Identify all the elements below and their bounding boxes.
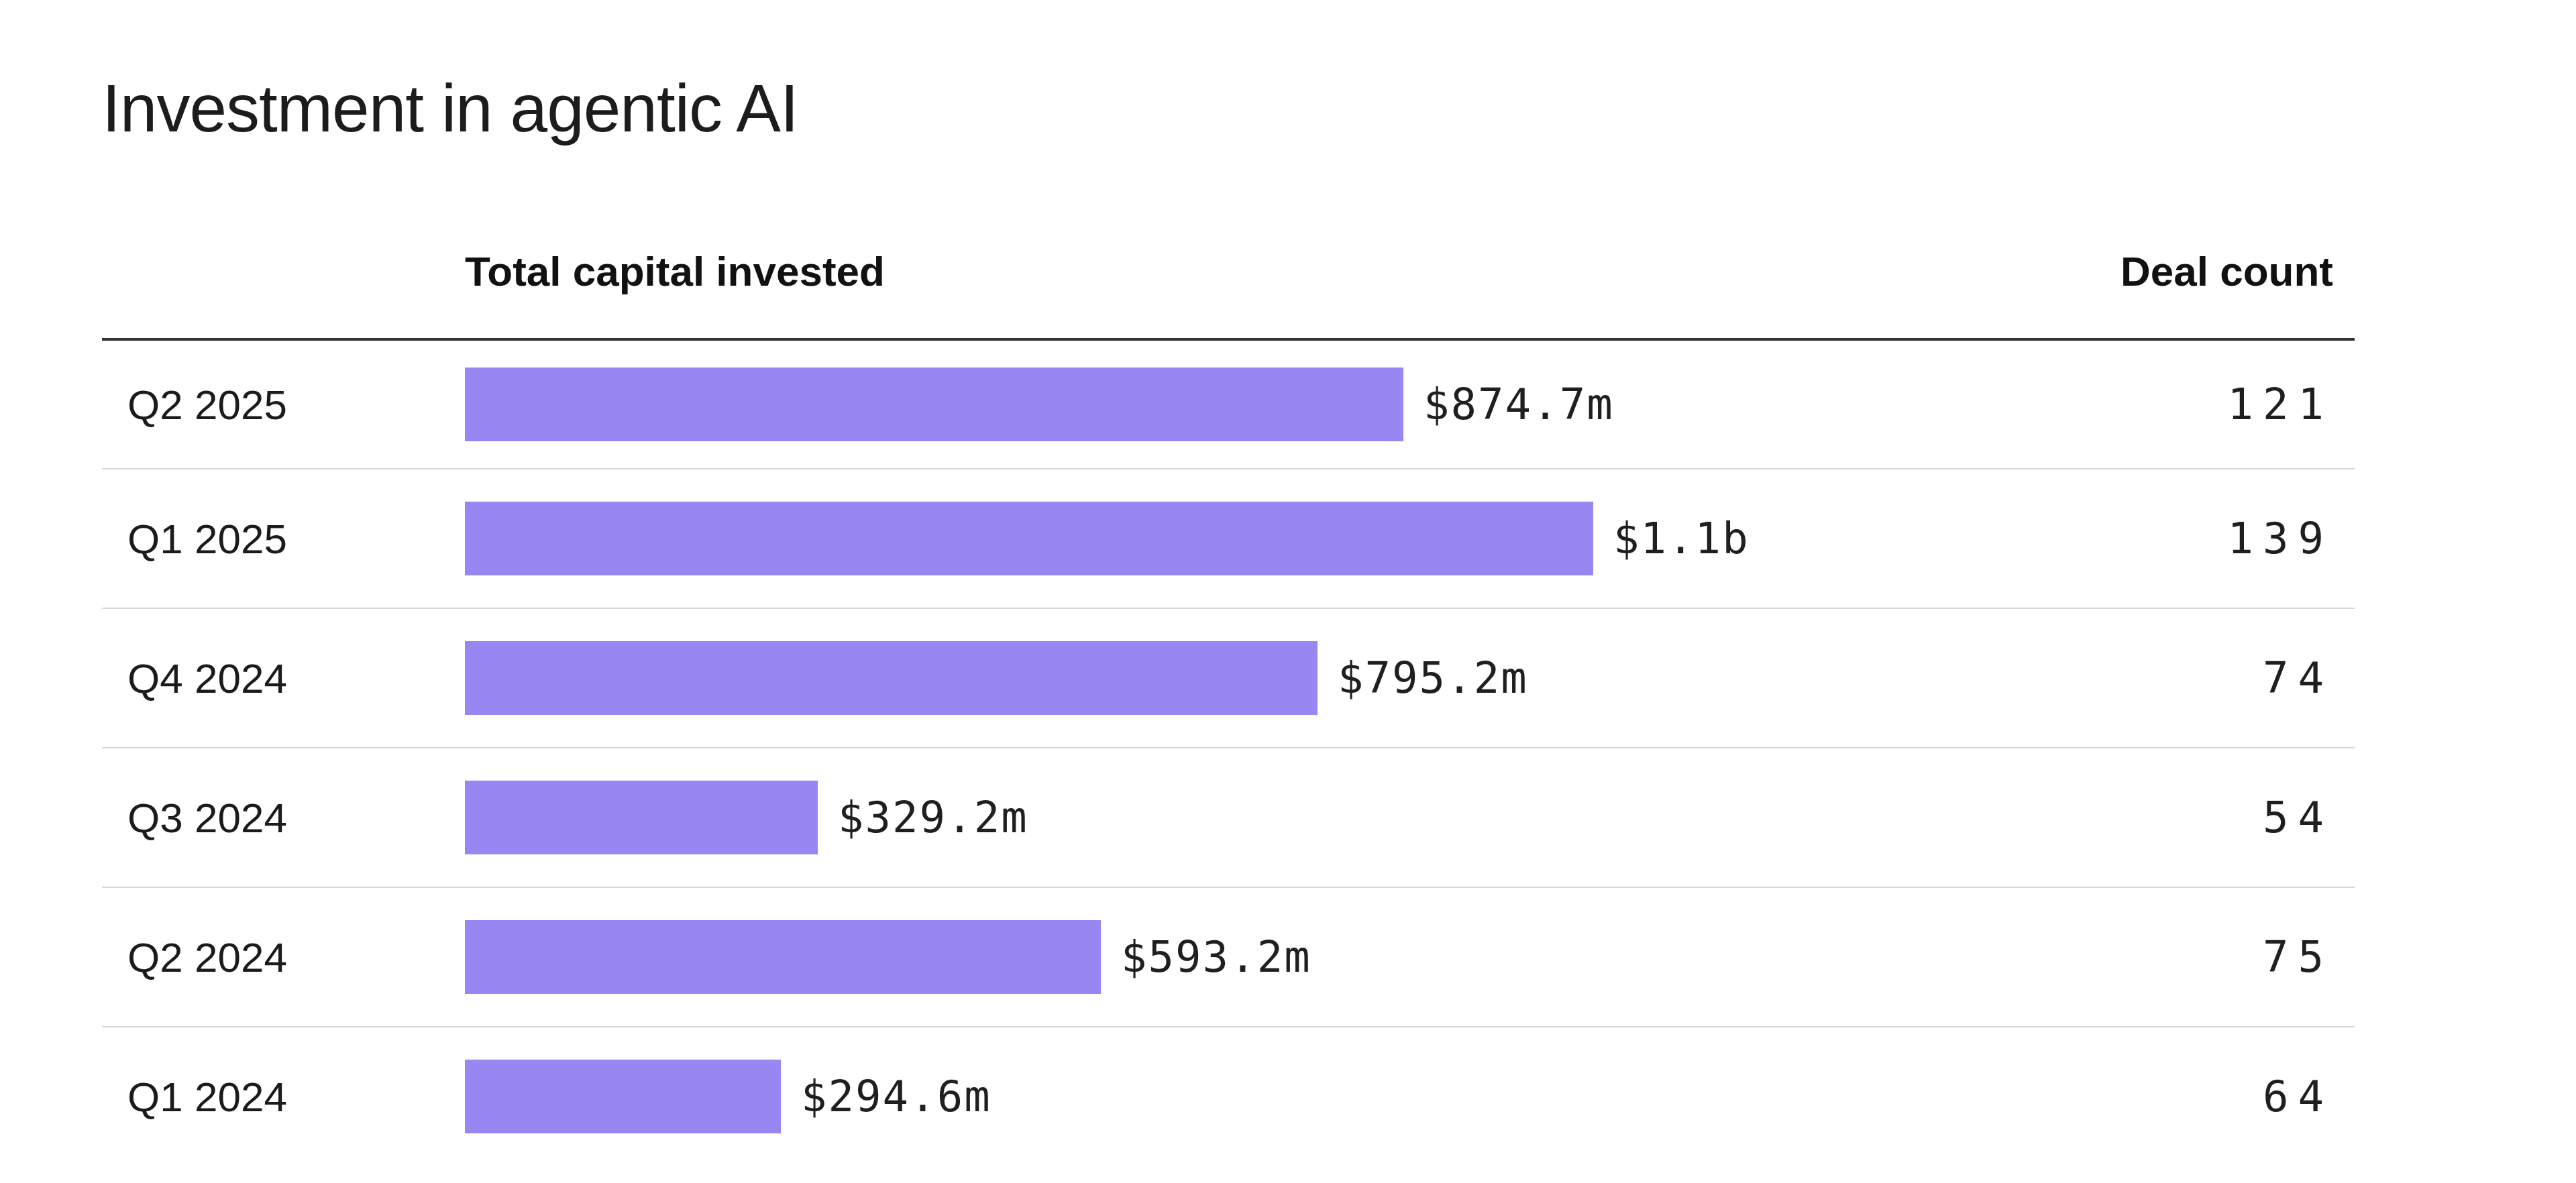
deal-count-column-header: Deal count bbox=[1952, 247, 2355, 295]
quarter-label: Q1 2025 bbox=[102, 515, 465, 563]
capital-bar bbox=[465, 502, 1593, 575]
quarter-label: Q3 2024 bbox=[102, 794, 465, 842]
table-row: Q1 2025 $1.1b 139 bbox=[102, 468, 2355, 608]
quarter-label: Q2 2025 bbox=[102, 381, 465, 429]
deal-count-value: 121 bbox=[1952, 380, 2355, 429]
table-body: Q2 2025 $874.7m 121 Q1 2025 $1.1b 139 Q4… bbox=[102, 341, 2355, 1166]
deal-count-value: 54 bbox=[1952, 793, 2355, 842]
capital-bar-cell: $593.2m bbox=[465, 888, 1952, 1026]
capital-value-label: $874.7m bbox=[1424, 380, 1614, 429]
quarter-label: Q4 2024 bbox=[102, 655, 465, 702]
chart-title: Investment in agentic AI bbox=[102, 70, 2355, 147]
quarter-label: Q1 2024 bbox=[102, 1073, 465, 1121]
table-row: Q4 2024 $795.2m 74 bbox=[102, 608, 2355, 747]
capital-bar-cell: $795.2m bbox=[465, 609, 1952, 747]
deal-count-value: 74 bbox=[1952, 653, 2355, 703]
capital-value-label: $329.2m bbox=[838, 793, 1028, 842]
deal-count-value: 139 bbox=[1952, 514, 2355, 563]
table-row: Q2 2024 $593.2m 75 bbox=[102, 887, 2355, 1026]
table-row: Q2 2025 $874.7m 121 bbox=[102, 341, 2355, 468]
capital-bar bbox=[465, 368, 1403, 441]
capital-bar bbox=[465, 920, 1101, 994]
quarter-label: Q2 2024 bbox=[102, 934, 465, 981]
capital-value-label: $294.6m bbox=[801, 1072, 991, 1121]
table-row: Q3 2024 $329.2m 54 bbox=[102, 747, 2355, 887]
table-row: Q1 2024 $294.6m 64 bbox=[102, 1026, 2355, 1166]
deal-count-value: 75 bbox=[1952, 932, 2355, 982]
capital-bar bbox=[465, 781, 818, 854]
capital-value-label: $593.2m bbox=[1121, 932, 1311, 982]
capital-column-header: Total capital invested bbox=[465, 247, 1952, 295]
deal-count-value: 64 bbox=[1952, 1072, 2355, 1121]
capital-bar-cell: $874.7m bbox=[465, 341, 1952, 468]
capital-bar-cell: $329.2m bbox=[465, 748, 1952, 887]
chart-container: Investment in agentic AI Total capital i… bbox=[0, 70, 2576, 1183]
capital-value-label: $1.1b bbox=[1613, 514, 1750, 563]
capital-bar-cell: $1.1b bbox=[465, 469, 1952, 608]
capital-bar bbox=[465, 1060, 781, 1133]
capital-value-label: $795.2m bbox=[1338, 653, 1528, 703]
capital-bar bbox=[465, 641, 1318, 715]
column-header-row: Total capital invested Deal count bbox=[102, 247, 2355, 295]
capital-bar-cell: $294.6m bbox=[465, 1027, 1952, 1166]
